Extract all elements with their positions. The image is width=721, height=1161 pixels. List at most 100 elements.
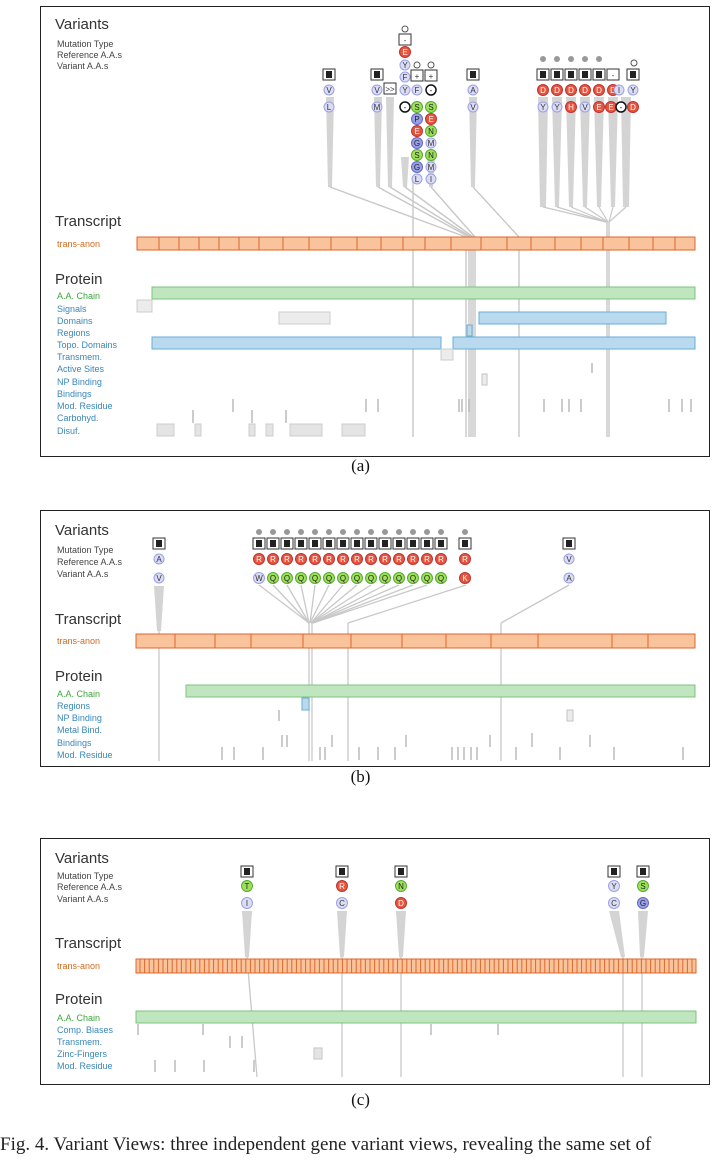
- mutation-type-icon[interactable]: [252, 537, 266, 550]
- carbohyd-block-3[interactable]: [248, 423, 256, 437]
- variant-aa-node[interactable]: Q: [435, 572, 447, 584]
- svg-text:Q: Q: [396, 574, 402, 583]
- mutation-type-icon[interactable]: [266, 537, 280, 550]
- reference-aa-node[interactable]: S: [637, 880, 649, 892]
- variant-aa-node[interactable]: Q: [281, 572, 293, 584]
- variant-aa-node[interactable]: I: [241, 897, 253, 909]
- panel-c-canvas: Variants Mutation Type Reference A.A.s V…: [55, 850, 697, 1078]
- variant-aa-node[interactable]: Q: [351, 572, 363, 584]
- mutation-type-icon[interactable]: [350, 537, 364, 550]
- track-label-np-binding: NP Binding: [57, 377, 102, 387]
- variant-aa-node[interactable]: Q: [365, 572, 377, 584]
- carbohyd-block-6[interactable]: [341, 423, 366, 437]
- variant-aa-node[interactable]: C: [336, 897, 348, 909]
- reference-aa-node[interactable]: N: [395, 880, 407, 892]
- reference-aa-node[interactable]: R: [435, 553, 447, 565]
- signal-block[interactable]: [136, 299, 153, 313]
- mutation-type-icon[interactable]: [322, 537, 336, 550]
- mutation-type-icon[interactable]: [336, 537, 350, 550]
- svg-text:D: D: [610, 86, 616, 95]
- topo-domain-2[interactable]: [452, 336, 696, 350]
- track-label-transmem: Transmem.: [57, 352, 102, 362]
- transcript-exon-dividers: [174, 634, 649, 648]
- recurrence-marker: [368, 529, 374, 535]
- aa-chain-bar[interactable]: [151, 286, 696, 300]
- mutation-type-icon[interactable]: [434, 537, 448, 550]
- svg-text:D: D: [398, 899, 404, 908]
- mutation-type-icon[interactable]: [240, 865, 254, 878]
- reference-aa-node[interactable]: R: [309, 553, 321, 565]
- mutation-type-icon[interactable]: [406, 537, 420, 550]
- variant-aa-node[interactable]: Q: [323, 572, 335, 584]
- mutation-type-icon[interactable]: [378, 537, 392, 550]
- reference-aa-node[interactable]: R: [365, 553, 377, 565]
- reference-aa-node[interactable]: R: [281, 553, 293, 565]
- svg-text:E: E: [402, 48, 407, 57]
- reference-aa-node[interactable]: R: [337, 553, 349, 565]
- carbohyd-block-5[interactable]: [289, 423, 323, 437]
- reference-aa-node[interactable]: R: [336, 880, 348, 892]
- mutation-type-icon[interactable]: [636, 865, 650, 878]
- variant-aa-node[interactable]: Q: [421, 572, 433, 584]
- svg-text:E: E: [608, 103, 613, 112]
- region-block[interactable]: [466, 324, 473, 337]
- svg-text:Q: Q: [298, 574, 304, 583]
- reference-aa-node[interactable]: T: [241, 880, 253, 892]
- region-block[interactable]: [301, 697, 310, 711]
- row-label-variant: Variant A.A.s: [57, 569, 109, 579]
- aa-chain-bar[interactable]: [135, 1010, 697, 1024]
- domain-block-1[interactable]: [278, 311, 331, 325]
- reference-aa-node[interactable]: R: [267, 553, 279, 565]
- carbohyd-block-1[interactable]: [156, 423, 175, 437]
- svg-text:A: A: [156, 555, 162, 564]
- mutation-type-icon[interactable]: [420, 537, 434, 550]
- row-label-variant: Variant A.A.s: [57, 894, 109, 904]
- variant-aa-node[interactable]: Q: [393, 572, 405, 584]
- transcript-bar[interactable]: [135, 633, 696, 649]
- mutation-type-icon[interactable]: [335, 865, 349, 878]
- variant-aa-node[interactable]: W: [253, 572, 265, 584]
- reference-aa-node[interactable]: R: [407, 553, 419, 565]
- svg-text:R: R: [396, 555, 402, 564]
- svg-text:R: R: [462, 555, 468, 564]
- mutation-type-icon[interactable]: [607, 865, 621, 878]
- variant-aa-node[interactable]: Q: [267, 572, 279, 584]
- mutation-type-icon[interactable]: [394, 865, 408, 878]
- domain-block-2[interactable]: [478, 311, 667, 325]
- variant-aa-node[interactable]: Q: [407, 572, 419, 584]
- variant-aa-node[interactable]: G: [637, 897, 649, 909]
- topo-domain-1[interactable]: [151, 336, 442, 350]
- variant-aa-node[interactable]: C: [608, 897, 620, 909]
- svg-text:W: W: [255, 574, 263, 583]
- reference-aa-node[interactable]: Y: [608, 880, 620, 892]
- recurrence-marker: [354, 529, 360, 535]
- reference-aa-node[interactable]: R: [253, 553, 265, 565]
- mutation-type-icon[interactable]: [294, 537, 308, 550]
- svg-text:R: R: [312, 555, 318, 564]
- svg-text:Y: Y: [402, 61, 408, 70]
- reference-aa-node[interactable]: R: [421, 553, 433, 565]
- transmem-block[interactable]: [440, 348, 454, 361]
- variant-aa-node[interactable]: D: [395, 897, 407, 909]
- variant-aa-node[interactable]: Q: [309, 572, 321, 584]
- mutation-type-icon[interactable]: [280, 537, 294, 550]
- reference-aa-node[interactable]: R: [393, 553, 405, 565]
- feature-ticks-c: [137, 1024, 499, 1072]
- svg-text:-: -: [620, 103, 623, 112]
- carbohyd-block-4[interactable]: [265, 423, 274, 437]
- mutation-type-icon[interactable]: [392, 537, 406, 550]
- track-label-topo-domains: Topo. Domains: [57, 340, 118, 350]
- reference-aa-node[interactable]: R: [323, 553, 335, 565]
- transcript-bar[interactable]: [136, 236, 696, 251]
- carbohyd-block-2[interactable]: [194, 423, 202, 437]
- variant-aa-node[interactable]: Q: [337, 572, 349, 584]
- variant-aa-node[interactable]: Q: [379, 572, 391, 584]
- variant-aa-node[interactable]: Q: [295, 572, 307, 584]
- mutation-type-icon[interactable]: [308, 537, 322, 550]
- recurrence-marker: [396, 529, 402, 535]
- reference-aa-node[interactable]: R: [351, 553, 363, 565]
- reference-aa-node[interactable]: R: [379, 553, 391, 565]
- reference-aa-node[interactable]: R: [295, 553, 307, 565]
- aa-chain-bar[interactable]: [185, 684, 696, 698]
- mutation-type-icon[interactable]: [364, 537, 378, 550]
